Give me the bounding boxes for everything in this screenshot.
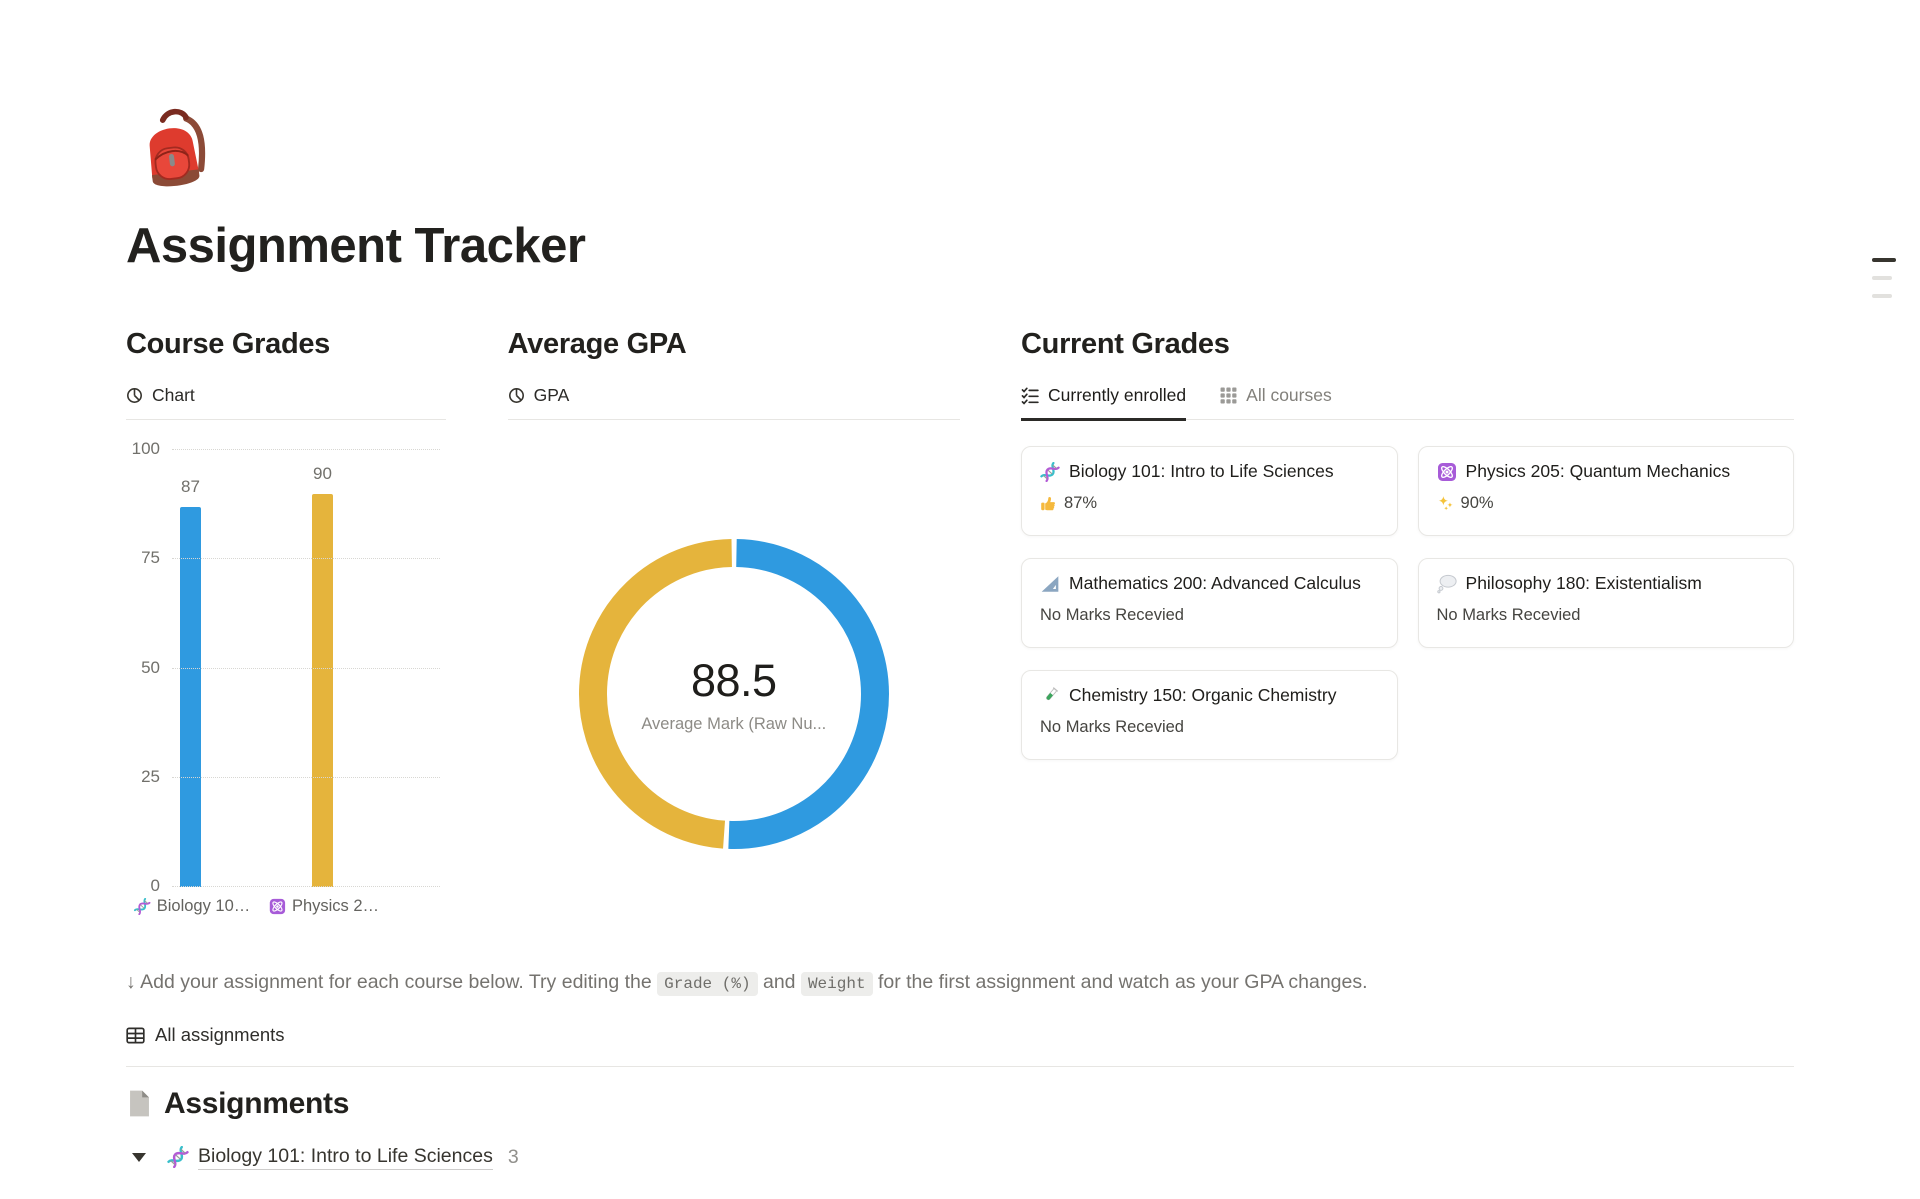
- all-assignments-link[interactable]: All assignments: [126, 1024, 285, 1046]
- page-title: Assignment Tracker: [126, 219, 586, 273]
- gpa-view-tab[interactable]: GPA: [507, 385, 961, 420]
- triangular-ruler-emoji: [1041, 575, 1059, 592]
- weight-code-chip: Weight: [800, 972, 873, 996]
- tab-all-courses[interactable]: All courses: [1220, 385, 1332, 421]
- course-grade: 87%: [1040, 494, 1379, 513]
- grid-icon: [1220, 387, 1237, 404]
- course-grades-heading: Course Grades: [126, 328, 331, 360]
- assignments-heading: Assignments: [126, 1087, 1794, 1121]
- course-card-physics[interactable]: Physics 205: Quantum Mechanics 90%: [1417, 446, 1795, 536]
- average-gpa-heading: Average GPA: [507, 328, 687, 360]
- pie-chart-icon: [508, 388, 524, 403]
- course-cards: Biology 101: Intro to Life Sciences 87%: [1021, 446, 1795, 760]
- x-label-biology: Biology 10…: [133, 897, 250, 916]
- tab-currently-enrolled[interactable]: Currently enrolled: [1021, 385, 1187, 421]
- bar-biology: 87: [180, 477, 201, 887]
- donut-rings: [578, 539, 889, 849]
- average-gpa-column: Average GPA GPA 88.5 Average Mark (Raw N…: [507, 328, 961, 925]
- toc-bar[interactable]: [1872, 276, 1892, 280]
- thought-balloon-emoji: [1436, 574, 1457, 593]
- bar-value-label: 87: [181, 476, 200, 496]
- thumbs-up-emoji: [1041, 496, 1055, 511]
- course-card-philosophy[interactable]: Philosophy 180: Existentialism No Marks …: [1417, 558, 1795, 648]
- columns: Course Grades Chart 87 90 0 25 50 75 100: [126, 328, 1795, 925]
- course-grade: No Marks Recevied: [1040, 718, 1184, 736]
- dna-emoji: [1040, 461, 1060, 482]
- current-grades-tabs: Currently enrolled All courses: [1021, 385, 1795, 421]
- atom-emoji: [269, 898, 286, 915]
- dna-emoji: [167, 1146, 189, 1168]
- current-grades-heading: Current Grades: [1021, 328, 1230, 360]
- gridline: 0: [151, 876, 440, 895]
- y-tick-label: 75: [141, 548, 160, 568]
- bar-value-label: 90: [313, 463, 332, 483]
- course-card-biology[interactable]: Biology 101: Intro to Life Sciences 87%: [1021, 446, 1398, 536]
- current-grades-column: Current Grades Currently enrolled: [1021, 328, 1795, 925]
- course-card-chemistry[interactable]: Chemistry 150: Organic Chemistry No Mark…: [1021, 670, 1398, 760]
- page-icon[interactable]: [126, 104, 1794, 204]
- course-card-mathematics[interactable]: Mathematics 200: Advanced Calculus No Ma…: [1021, 558, 1398, 648]
- course-grade: No Marks Recevied: [1040, 606, 1184, 624]
- instruction-note: ↓ Add your assignment for each course be…: [126, 971, 1794, 996]
- y-tick-label: 100: [131, 439, 160, 458]
- y-tick-label: 25: [141, 766, 160, 786]
- y-tick-label: 0: [150, 876, 160, 895]
- dna-emoji: [133, 898, 151, 915]
- gridline: 25: [141, 767, 440, 786]
- x-label-physics: Physics 2…: [269, 897, 379, 916]
- course-grades-column: Course Grades Chart 87 90 0 25 50 75 100: [126, 328, 446, 925]
- bar-chart-x-axis: Biology 10… Physics 2…: [126, 897, 446, 925]
- group-count: 3: [507, 1145, 519, 1168]
- gridline: 50: [141, 658, 440, 677]
- test-tube-emoji: [1046, 686, 1059, 700]
- assignment-group-row: Biology 101: Intro to Life Sciences 3: [126, 1145, 1794, 1170]
- donut-chart: 88.5 Average Mark (Raw Nu...: [564, 524, 904, 864]
- toc-bar[interactable]: [1872, 258, 1896, 262]
- donut-segment: [578, 539, 889, 849]
- pie-chart-icon: [127, 388, 142, 403]
- group-course-link[interactable]: Biology 101: Intro to Life Sciences: [198, 1145, 493, 1170]
- y-tick-label: 50: [141, 657, 160, 677]
- donut-segment: [578, 539, 889, 849]
- page: Assignment Tracker Course Grades Chart 8…: [0, 104, 1920, 1170]
- document-icon: [130, 1090, 149, 1117]
- toggle-open-icon[interactable]: [132, 1152, 146, 1162]
- gridline: 75: [141, 548, 440, 567]
- chart-view-tab[interactable]: Chart: [126, 385, 446, 420]
- gridline: 100: [132, 439, 440, 458]
- bar-physics: 90: [312, 464, 333, 887]
- course-grade: No Marks Recevied: [1436, 606, 1581, 624]
- sparkles-emoji: [1438, 496, 1453, 511]
- table-icon: [126, 1027, 145, 1043]
- backpack-emoji: [149, 108, 206, 187]
- toc-bar[interactable]: [1872, 294, 1892, 298]
- gpa-view-label: GPA: [533, 385, 570, 405]
- checklist-icon: [1021, 387, 1039, 405]
- atom-emoji: [1437, 462, 1456, 481]
- table-of-contents-indicator[interactable]: [1872, 258, 1898, 312]
- all-assignments-row: All assignments: [126, 1024, 1794, 1067]
- bar-chart: 87 90 0 25 50 75 100: [126, 439, 446, 895]
- course-grade: 90%: [1437, 494, 1776, 513]
- chart-view-label: Chart: [152, 385, 195, 405]
- grade-code-chip: Grade (%): [657, 972, 758, 996]
